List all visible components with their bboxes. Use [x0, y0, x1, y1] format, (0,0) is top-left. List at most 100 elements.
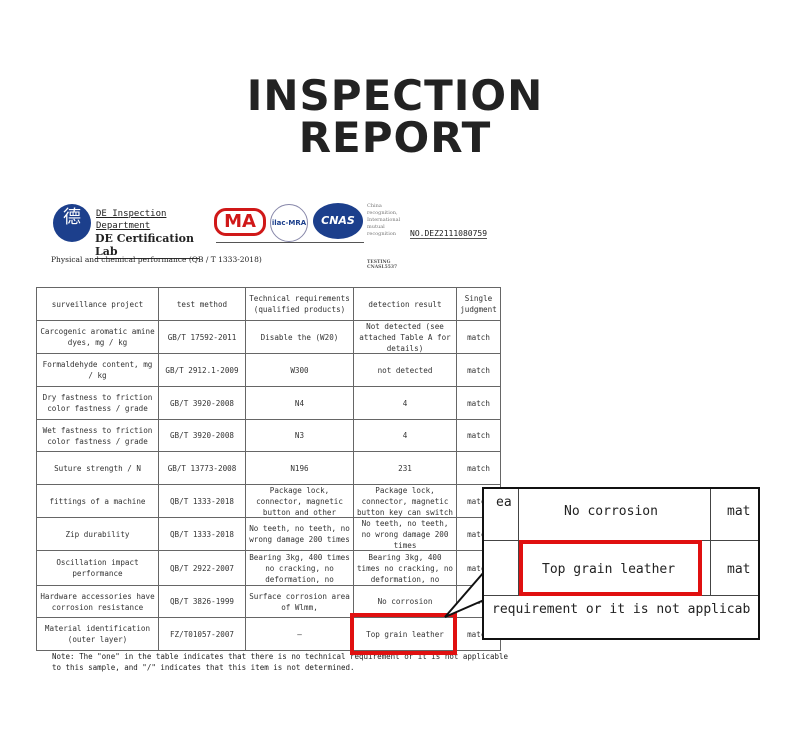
table-cell: QB/T 2922-2007: [158, 550, 246, 586]
table-cell: No corrosion: [353, 585, 457, 618]
table-cell: Surface corrosion area of Wlmm,: [245, 585, 354, 618]
column-header: detection result: [353, 287, 457, 321]
table-cell: Not detected (see attached Table A for d…: [353, 320, 457, 354]
divider: [216, 242, 364, 243]
table-cell: Zip durability: [36, 517, 159, 551]
table-cell: Oscillation impact performance: [36, 550, 159, 586]
column-header: test method: [158, 287, 246, 321]
cell-text: match: [467, 431, 490, 440]
cell-text: N3: [294, 431, 305, 440]
zoom-callout: ea No corrosion mat Top grain leather ma…: [482, 487, 760, 640]
subtitle: Physical and chemical performance (QB / …: [51, 255, 262, 264]
cell-text: match: [467, 529, 490, 539]
table-cell: match: [456, 386, 501, 420]
table-cell: Formaldehyde content, mg / kg: [36, 353, 159, 387]
table-cell: Bearing 3kg, 400 times no cracking, no d…: [353, 550, 457, 586]
table-cell: Top grain leather: [353, 617, 457, 651]
table-note: Note: The "one" in the table indicates t…: [52, 652, 509, 672]
cell-text: Suture strength / N: [54, 463, 141, 473]
table-cell: GB/T 3920-2008: [158, 386, 246, 420]
table-cell: N196: [245, 451, 354, 485]
cell-text: QB/T 1333-2018: [169, 529, 234, 539]
callout-note: requirement or it is not applicab: [492, 602, 751, 617]
cell-text: match: [467, 563, 490, 573]
table-cell: fittings of a machine: [36, 484, 159, 518]
inspection-table: surveillance project test method Technical…: [36, 287, 501, 651]
highlight-box: [350, 613, 457, 655]
cell-text: W300: [290, 365, 309, 375]
table-cell: —: [245, 617, 354, 651]
cell-text: Bearing 3kg, 400 times no cracking, no d…: [356, 553, 453, 584]
table-cell: 4: [353, 386, 457, 420]
table-cell: GB/T 2912.1-2009: [158, 353, 246, 387]
table-cell: N3: [245, 419, 354, 452]
cell-text: match: [467, 496, 490, 506]
cell-text: QB/T 2922-2007: [169, 563, 234, 573]
cell-text: 231: [398, 463, 412, 473]
cell-text: GB/T 2912.1-2009: [165, 365, 239, 375]
testing-no: TESTING CNASL5537: [367, 260, 398, 270]
table-cell: 4: [353, 419, 457, 452]
callout-match-2: mat: [727, 562, 751, 577]
table-row: Zip durability QB/T 1333-2018 No teeth, no…: [36, 517, 501, 551]
table-cell: Hardware accessories have corrosion resi…: [36, 585, 159, 618]
cell-text: GB/T 13773-2008: [167, 463, 237, 473]
table-row: Suture strength / N GB/T 13773-2008 N196 23…: [36, 451, 501, 485]
cell-text: Zip durability: [65, 529, 130, 539]
lab-line1: DE Inspection: [96, 209, 167, 219]
table-cell: match: [456, 451, 501, 485]
table-row: Oscillation impact performance QB/T 2922-…: [36, 550, 501, 586]
cell-text: Dry fastness to friction color fastness …: [42, 393, 153, 413]
cell-text: No teeth, no teeth, no wrong damage 200 …: [361, 519, 449, 550]
table-row: fittings of a machine QB/T 1333-2018 Packa…: [36, 484, 501, 518]
table-cell: GB/T 3920-2008: [158, 419, 246, 452]
cell-text: Disable the (W20): [260, 332, 339, 342]
callout-no-corrosion: No corrosion: [564, 504, 658, 519]
cell-text: N196: [290, 463, 309, 473]
table-cell: Dry fastness to friction color fastness …: [36, 386, 159, 420]
table-cell: QB/T 1333-2018: [158, 484, 246, 518]
cell-text: Not detected (see attached Table A for d…: [359, 322, 451, 353]
table-cell: match: [456, 353, 501, 387]
cnas-logo: CNAS: [313, 203, 363, 239]
cell-text: Material identification (outer layer): [44, 624, 151, 644]
cell-text: QB/T 1333-2018: [169, 496, 234, 506]
cell-text: match: [467, 332, 490, 342]
cell-text: No corrosion: [377, 597, 433, 606]
title-line1: INSPECTION: [246, 71, 544, 120]
cell-text: Hardware accessories have corrosion resi…: [40, 591, 155, 612]
table-cell: not detected: [353, 353, 457, 387]
cell-text: GB/T 17592-2011: [167, 332, 237, 342]
title-line2: REPORT: [298, 113, 492, 162]
cell-text: GB/T 3920-2008: [169, 431, 234, 440]
table-row: Formaldehyde content, mg / kg GB/T 2912.1…: [36, 353, 501, 387]
cell-text: match: [467, 463, 490, 473]
table-cell: Package lock, connector, magnetic button…: [353, 484, 457, 518]
column-header: Technical requirements (qualified produc…: [245, 287, 354, 321]
table-cell: Package lock, connector, magnetic button…: [245, 484, 354, 518]
cell-text: Carcogenic aromatic amine dyes, mg / kg: [40, 327, 155, 347]
table-cell: W300: [245, 353, 354, 387]
callout-leather: Top grain leather: [542, 562, 676, 577]
table-cell: No teeth, no teeth, no wrong damage 200 …: [353, 517, 457, 551]
table-row: Dry fastness to friction color fastness …: [36, 386, 501, 420]
cell-text: QB/T 3826-1999: [169, 597, 234, 606]
cell-text: Top grain leather: [366, 629, 444, 639]
table-cell: Wet fastness to friction color fastness …: [36, 419, 159, 452]
cell-text: Oscillation impact performance: [56, 558, 139, 578]
table-cell: Disable the (W20): [245, 320, 354, 354]
column-header: Single judgment: [456, 287, 501, 321]
cell-text: —: [297, 629, 302, 639]
table-cell: N4: [245, 386, 354, 420]
cell-text: match: [467, 398, 490, 408]
lab-line2: Department: [96, 221, 151, 231]
table-row: Material identification (outer layer) FZ/…: [36, 617, 501, 651]
cell-text: Formaldehyde content, mg / kg: [42, 360, 153, 380]
table-cell: 231: [353, 451, 457, 485]
callout-highlight: [519, 540, 702, 596]
table-cell: Carcogenic aromatic amine dyes, mg / kg: [36, 320, 159, 354]
cell-text: FZ/T01057-2007: [169, 629, 234, 639]
cell-text: Bearing 3kg, 400 times no cracking, no d…: [249, 553, 350, 584]
cell-text: N4: [294, 398, 305, 408]
table-cell: Suture strength / N: [36, 451, 159, 485]
